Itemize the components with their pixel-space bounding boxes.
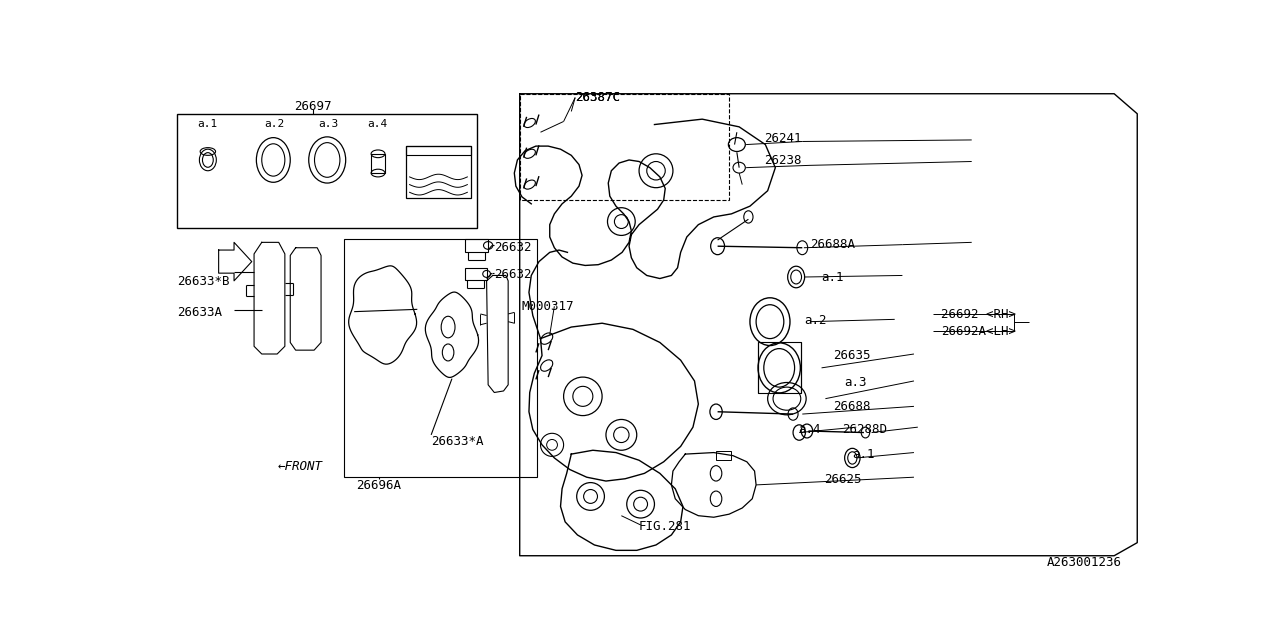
Text: 26696A: 26696A	[356, 479, 402, 492]
Text: a.2: a.2	[804, 314, 827, 327]
Text: M000317: M000317	[521, 300, 573, 313]
Text: a.1: a.1	[852, 448, 874, 461]
Bar	[465, 268, 486, 280]
Text: 26697: 26697	[294, 100, 332, 113]
Text: 26688: 26688	[833, 400, 870, 413]
Text: FIG.281: FIG.281	[639, 520, 691, 532]
Text: 26238: 26238	[764, 154, 801, 167]
Text: a.3: a.3	[319, 119, 339, 129]
Text: a.1: a.1	[822, 271, 844, 284]
Text: a.4: a.4	[799, 423, 820, 436]
Text: 26632: 26632	[494, 268, 531, 281]
Text: 26387C: 26387C	[575, 91, 620, 104]
Bar	[465, 239, 488, 252]
Text: 26633*B: 26633*B	[177, 275, 229, 289]
Bar	[758, 342, 801, 392]
Text: 26288D: 26288D	[842, 423, 887, 436]
Bar	[406, 146, 471, 156]
Bar	[344, 239, 536, 477]
Bar	[520, 93, 730, 200]
Text: a.3: a.3	[845, 376, 867, 388]
Bar	[177, 114, 477, 228]
Text: a.2: a.2	[265, 119, 285, 129]
Text: 26387C: 26387C	[575, 91, 620, 104]
Text: 26625: 26625	[824, 474, 861, 486]
Bar	[716, 451, 731, 460]
Bar	[371, 154, 385, 173]
Text: 26632: 26632	[494, 241, 531, 254]
Bar	[406, 146, 471, 198]
Text: a.4: a.4	[367, 119, 388, 129]
Text: 26241: 26241	[764, 132, 801, 145]
Text: 26633A: 26633A	[177, 307, 221, 319]
Text: 26633*A: 26633*A	[431, 435, 484, 448]
Text: 26688A: 26688A	[810, 239, 855, 252]
Text: ←FRONT: ←FRONT	[278, 460, 323, 473]
Text: 26692 <RH>: 26692 <RH>	[941, 308, 1016, 321]
Text: A263001236: A263001236	[1047, 556, 1123, 569]
Text: a.1: a.1	[197, 119, 218, 129]
Text: 26692A<LH>: 26692A<LH>	[941, 324, 1016, 338]
Text: 26635: 26635	[833, 349, 870, 362]
